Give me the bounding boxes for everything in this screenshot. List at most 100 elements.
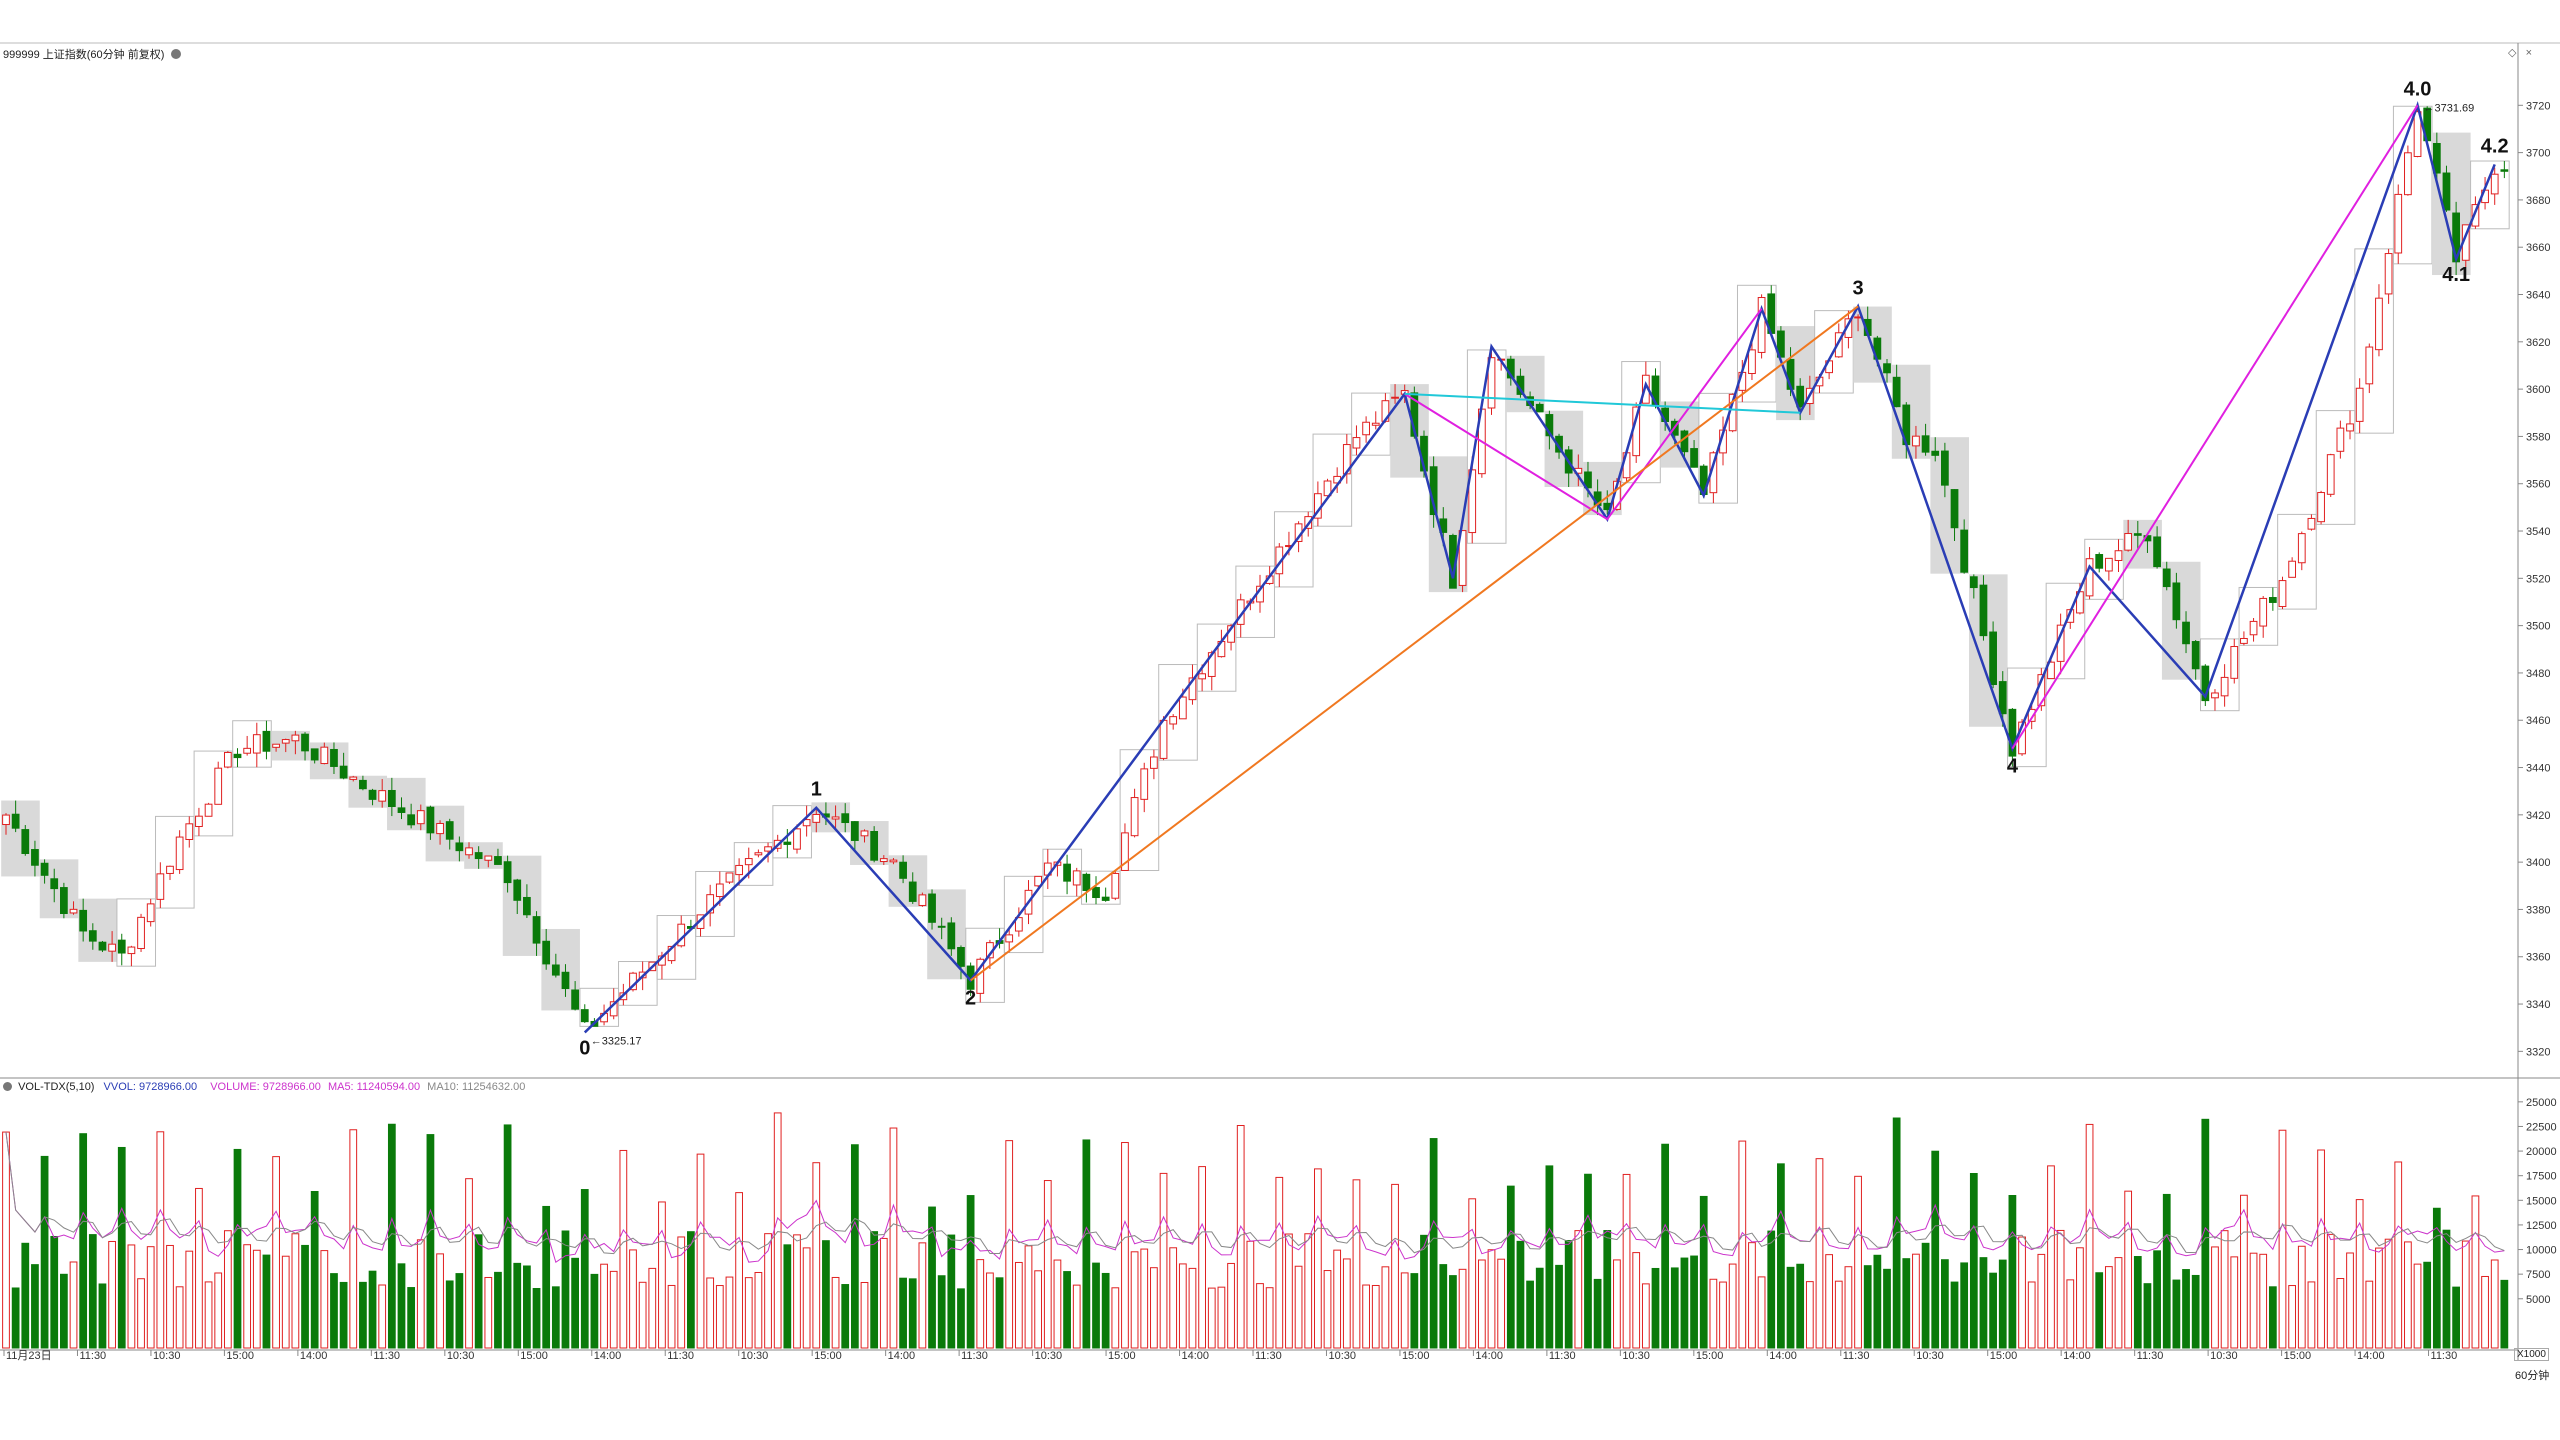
wave-label: 3	[1852, 277, 1863, 299]
x-tick-label: 11:30	[667, 1350, 694, 1362]
volume-bar	[783, 1244, 792, 1349]
volume-bar	[243, 1244, 252, 1349]
y-tick-label: 3480	[2526, 668, 2550, 680]
y-tick-label: 3440	[2526, 763, 2550, 775]
candle-body	[281, 739, 290, 744]
circle-gear-icon[interactable]	[3, 1082, 12, 1091]
volume-bar	[465, 1178, 473, 1349]
diamond-icon[interactable]: ◇	[2508, 47, 2517, 59]
candle-body	[918, 894, 927, 906]
wave-label: 4.1	[2442, 264, 2470, 286]
volume-bar	[2085, 1123, 2094, 1349]
session-box	[579, 987, 620, 1027]
volume-bar	[812, 1162, 821, 1349]
volume-bar	[2, 1131, 10, 1349]
vol-y-tick-label: 5000	[2526, 1294, 2550, 1306]
candle-body	[223, 751, 232, 768]
volume-bar	[1314, 1168, 1322, 1349]
circle-gear-icon[interactable]	[171, 49, 182, 59]
session-box	[1698, 392, 1738, 504]
x-tick-label: 11:30	[961, 1350, 988, 1362]
y-tick-label: 3660	[2526, 242, 2550, 254]
volume-bar	[233, 1148, 242, 1349]
candle-body	[1159, 719, 1168, 759]
candle-body	[166, 865, 174, 874]
vol-y-tick-label: 20000	[2526, 1146, 2557, 1158]
candle-body	[436, 822, 444, 835]
candle-body	[1121, 832, 1129, 871]
volume-bar	[1236, 1125, 1245, 1349]
volume-bar	[908, 1278, 917, 1349]
candle-body	[2153, 536, 2161, 568]
volume-bar	[291, 1233, 300, 1349]
candle-body	[2162, 568, 2171, 588]
session-box	[1003, 875, 1044, 954]
volume-bar	[1622, 1173, 1631, 1349]
volume-bar	[1555, 1264, 1563, 1349]
volume-bar	[1516, 1240, 1525, 1349]
volume-bar	[2153, 1250, 2161, 1349]
volume-bar	[879, 1237, 888, 1349]
volume-bar	[1005, 1140, 1014, 1349]
volume-bar	[619, 1149, 628, 1349]
volume-bar	[455, 1273, 464, 1349]
volume-bar	[2297, 1245, 2306, 1349]
session-box	[1196, 623, 1237, 692]
wave-label: 2	[965, 987, 976, 1009]
volume-bar	[2076, 1247, 2084, 1349]
volume-bar	[1207, 1287, 1216, 1349]
volume-bar	[918, 1242, 927, 1349]
x-tick-label: 11月23日	[6, 1350, 52, 1362]
volume-bar	[1960, 1262, 1969, 1349]
candle-body	[1169, 716, 1178, 725]
volume-bar	[1699, 1195, 1708, 1349]
volume-bar	[1613, 1259, 1621, 1349]
x-tick-label: 14:00	[1769, 1350, 1797, 1362]
volume-bar	[1564, 1240, 1573, 1349]
volume-bar	[1844, 1266, 1853, 1349]
volume-bar	[1159, 1172, 1168, 1349]
session-box	[155, 815, 195, 909]
volume-bar	[1333, 1249, 1342, 1349]
volume-bar	[629, 1249, 637, 1349]
volume-bar	[648, 1267, 657, 1349]
candle-body	[1082, 873, 1091, 891]
period-label: 60分钟	[2515, 1370, 2550, 1382]
candle-body	[359, 779, 367, 790]
session-box	[656, 915, 697, 980]
volume-bar	[1227, 1262, 1235, 1349]
x-tick-label: 11:30	[79, 1350, 106, 1362]
volume-bar	[2056, 1229, 2065, 1349]
volume-bar	[764, 1233, 772, 1349]
volume-bar	[397, 1263, 406, 1349]
x-tick-label: 15:00	[520, 1350, 548, 1362]
volume-bar	[1767, 1230, 1776, 1349]
candle-body	[1188, 677, 1197, 701]
candle-body	[21, 829, 30, 854]
candle-body	[1063, 863, 1071, 882]
volume-bar	[2191, 1274, 2200, 1349]
candle-body	[2490, 173, 2499, 195]
vol-y-tick-label: 15000	[2526, 1195, 2557, 1207]
candle-body	[860, 830, 869, 837]
candle-body	[870, 831, 879, 861]
candle-body	[310, 748, 319, 761]
candle-body	[928, 893, 936, 923]
volume-bar	[1063, 1271, 1071, 1349]
volume-bar	[2182, 1269, 2190, 1349]
candle-body	[127, 946, 136, 955]
vol-y-tick-label: 12500	[2526, 1220, 2557, 1232]
close-icon[interactable]: ×	[2525, 47, 2532, 59]
volume-bar	[1497, 1258, 1506, 1349]
candle-body	[137, 916, 145, 950]
candle-body	[802, 819, 811, 827]
volume-bar	[2095, 1272, 2104, 1349]
volume-bar	[2365, 1280, 2374, 1349]
candle-body	[146, 903, 155, 923]
volume-bar	[744, 1277, 753, 1349]
vol-y-tick-label: 22500	[2526, 1121, 2557, 1133]
volume-bar	[1777, 1163, 1785, 1349]
x-tick-label: 11:30	[1255, 1350, 1282, 1362]
volume-label: VOLUME: 9728966.00	[210, 1081, 321, 1093]
